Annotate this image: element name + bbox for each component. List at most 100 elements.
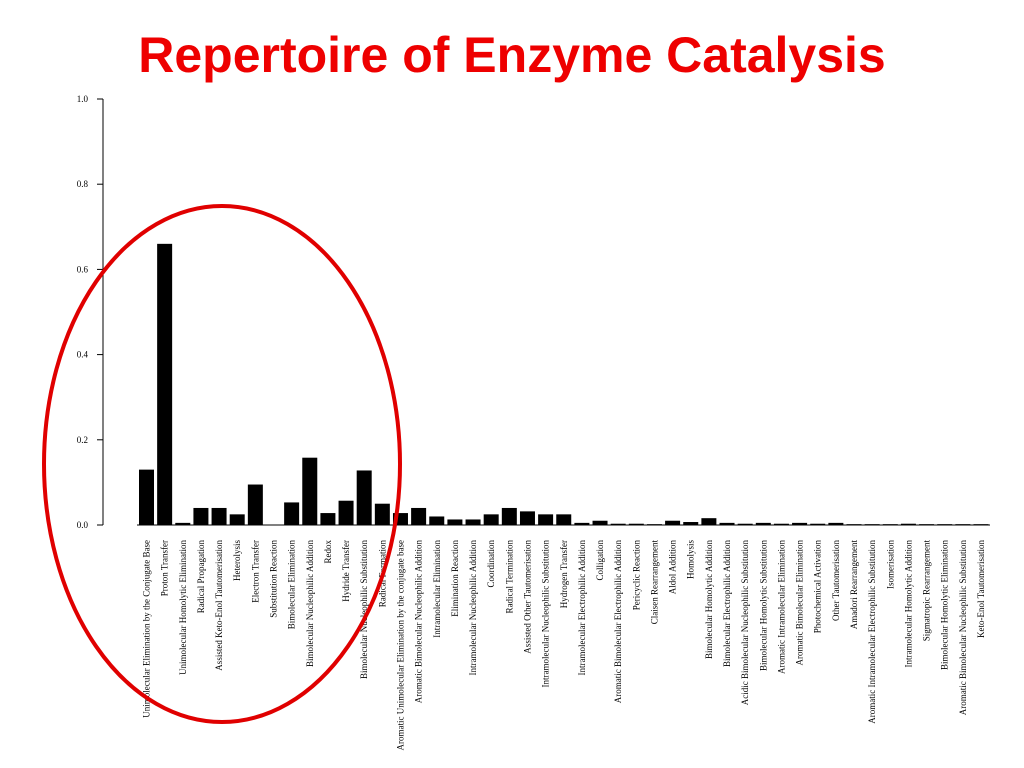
y-tick-label: 1.0 [77,94,89,104]
y-tick-label: 0.2 [77,435,88,445]
highlight-ellipse [42,204,402,724]
x-tick-label: Elimination Reaction [450,540,460,617]
bar [973,524,989,525]
y-tick-label: 0.6 [77,264,89,274]
bar [356,470,372,525]
bar [810,523,826,525]
x-tick-label: Amadori Rearrangement [849,540,859,630]
bar [538,514,554,525]
x-tick-label: Intramolecular Electrophilic Addition [577,540,587,676]
x-tick-label: Electron Transfer [250,540,260,603]
bar [247,484,263,525]
bar [955,524,971,525]
x-tick-label: Isomerisation [885,540,895,589]
bar [737,523,753,525]
bar [157,243,173,525]
x-tick-label: Other Tautomerisation [831,540,841,621]
x-tick-label: Proton Transfer [160,540,170,596]
x-tick-label: Coordination [486,540,496,588]
x-tick-label: Hydride Transfer [341,540,351,602]
x-tick-label: Bimolecular Electrophilic Addition [722,540,732,667]
x-tick-label: Redox [323,540,333,564]
x-tick-label: Acidic Bimolecular Nucleophilic Substitu… [740,540,750,706]
x-tick-label: Bimolecular Homolytic Elimination [940,540,950,670]
bar [773,523,789,525]
x-tick-label: Radical Termination [504,540,514,614]
x-tick-label: Intramolecular Nucleophilic Substitution [541,540,551,688]
x-tick-label: Bimolecular Homolytic Substitution [758,540,768,671]
x-tick-label: Assisted Other Tautomerisation [522,540,532,654]
bar [374,503,390,525]
bar [284,502,300,525]
bar [610,523,626,525]
x-tick-label: Colligation [595,540,605,581]
x-tick-label: Pericyclic Reaction [631,540,641,611]
bar [646,524,662,525]
bar [483,514,499,525]
bar [719,522,735,525]
bar [937,524,953,525]
x-tick-label: Assisted Keto-Enol Tautomerisation [214,540,224,671]
x-tick-label: Intramolecular Homolytic Addition [903,540,913,668]
x-tick-label: Photochemical Activation [813,540,823,634]
x-tick-label: Aromatic Bimolecular Nucleophilic Substi… [958,540,968,716]
x-tick-label: Hydrogen Transfer [559,540,569,608]
bar [429,516,445,525]
bar [392,513,408,525]
bar [846,524,862,525]
bar [447,519,463,525]
chart-title: Repertoire of Enzyme Catalysis [138,27,886,83]
x-tick-label: Intramolecular Elimination [432,540,442,638]
bar [411,507,427,525]
x-tick-label: Substitution Reaction [268,540,278,618]
x-tick-label: Aromatic Bimolecular Electrophilic Addit… [613,540,623,704]
bar [556,514,572,525]
bar [665,520,681,525]
bar [900,523,916,525]
bar [338,500,354,525]
bar [302,457,318,525]
bar [175,522,191,525]
x-tick-label: Homolysis [686,540,696,580]
x-tick-label: Bimolecular Nucleophilic Addition [305,540,315,667]
x-tick-label: Intramolecular Nucleophilic Addition [468,540,478,676]
bar [919,524,935,525]
bar [193,507,209,525]
x-tick-label: Aromatic Bimolecular Elimination [795,540,805,666]
x-tick-label: Keto-Enol Tautomerisation [976,540,986,638]
bar [792,522,808,525]
bar [628,523,644,525]
bar [320,513,336,525]
y-tick-label: 0.0 [77,520,89,530]
bar [229,514,245,525]
x-tick-label: Aromatic Intramolecular Electrophilic Su… [867,540,877,724]
x-tick-label: Aldol Addition [668,540,678,595]
bar [683,522,699,525]
bar [211,507,227,525]
bar [465,519,481,525]
x-tick-label: Aromatic Bimolecular Nucleophilic Additi… [414,540,424,704]
x-tick-label: Unimolecular Elimination by the Conjugat… [142,540,152,718]
x-tick-label: Bimolecular Elimination [287,540,297,630]
x-tick-label: Unimolecular Homolytic Elimination [178,540,188,675]
y-tick-label: 0.8 [77,179,89,189]
bar [592,520,608,525]
bar [755,522,771,525]
x-tick-label: Bimolecular Nucleophilic Substitution [359,540,369,679]
x-tick-label: Bimolecular Homolytic Addition [704,540,714,659]
x-tick-label: Sigmatropic Rearrangement [922,540,932,642]
x-tick-label: Aromatic Unimolecular Elimination by the… [395,540,405,750]
x-tick-label: Heterolysis [232,540,242,581]
x-tick-label: Claisen Rearrangement [649,540,659,625]
bar [864,524,880,525]
x-tick-label: Radical Propagation [196,540,206,614]
bar [882,524,898,525]
bar [519,511,535,525]
bar [828,522,844,525]
bar [139,469,154,525]
bar [701,518,717,525]
bar [501,507,517,525]
bar [574,522,590,525]
